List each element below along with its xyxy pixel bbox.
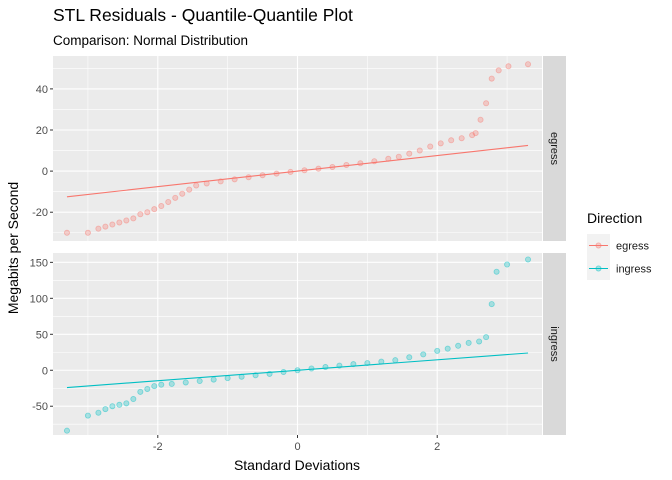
data-point xyxy=(444,345,451,352)
legend-entry-label: ingress xyxy=(616,264,652,276)
data-point xyxy=(151,206,158,213)
data-point xyxy=(434,347,441,354)
chart-title: STL Residuals - Quantile-Quantile Plot xyxy=(53,5,353,25)
y-tick-label: 40 xyxy=(36,84,48,96)
data-point xyxy=(437,140,444,147)
legend-key-point xyxy=(595,265,602,272)
y-tick-label: 50 xyxy=(36,329,48,341)
data-point xyxy=(448,137,455,144)
data-point xyxy=(116,401,123,408)
data-point xyxy=(95,225,102,232)
data-point xyxy=(102,223,109,230)
x-axis: -2 0 2 xyxy=(153,435,440,453)
data-point xyxy=(84,412,91,419)
data-point xyxy=(109,403,116,410)
data-point xyxy=(504,261,511,268)
data-point xyxy=(63,229,70,236)
panel-egress: -20 0 20 40 egress xyxy=(32,56,566,241)
y-tick-label: 20 xyxy=(36,125,48,137)
data-point xyxy=(476,338,483,345)
data-point xyxy=(395,153,402,160)
facet-strip xyxy=(543,253,566,435)
data-point xyxy=(144,385,151,392)
data-point xyxy=(123,217,130,224)
facet-strip xyxy=(543,56,566,241)
reference-line xyxy=(66,144,529,198)
data-point xyxy=(465,339,472,346)
data-point xyxy=(493,268,500,275)
data-point xyxy=(495,67,502,74)
data-point xyxy=(488,75,495,82)
legend-title: Direction xyxy=(587,210,642,226)
data-point xyxy=(130,215,137,222)
data-point xyxy=(63,427,70,434)
data-point xyxy=(280,369,287,376)
data-point xyxy=(392,357,399,364)
data-point xyxy=(427,143,434,150)
y-tick-label: 0 xyxy=(42,365,48,377)
data-point xyxy=(420,351,427,358)
data-point xyxy=(472,130,479,137)
data-point xyxy=(308,365,315,372)
data-point xyxy=(483,100,490,107)
panel-ingress: -50 0 50 100 150 ingress xyxy=(30,253,566,435)
data-point xyxy=(406,150,413,157)
reference-line xyxy=(66,352,529,389)
data-point xyxy=(196,378,203,385)
y-tick-label: 0 xyxy=(42,166,48,178)
x-tick-label: 2 xyxy=(434,441,440,453)
data-point xyxy=(158,203,165,210)
data-point xyxy=(102,406,109,413)
data-point xyxy=(165,198,172,205)
y-tick-label: 150 xyxy=(30,257,48,269)
data-point xyxy=(137,388,144,395)
data-point xyxy=(172,194,179,201)
y-tick-label: 100 xyxy=(30,293,48,305)
data-point xyxy=(525,61,532,68)
data-point xyxy=(95,409,102,416)
data-point xyxy=(477,116,484,123)
data-point xyxy=(224,375,231,382)
data-point xyxy=(483,334,490,341)
data-point xyxy=(406,354,413,361)
data-point xyxy=(84,229,91,236)
data-point xyxy=(182,379,189,386)
data-point xyxy=(364,360,371,367)
data-point xyxy=(416,147,423,154)
data-point xyxy=(186,186,193,193)
data-point xyxy=(505,63,512,70)
data-point xyxy=(144,209,151,216)
y-tick-label: -50 xyxy=(32,401,48,413)
facet-strip-label: ingress xyxy=(548,326,560,362)
data-point xyxy=(130,396,137,403)
legend-key-point xyxy=(595,242,602,249)
data-point xyxy=(525,256,532,263)
chart-subtitle: Comparison: Normal Distribution xyxy=(53,33,248,48)
data-point xyxy=(488,301,495,308)
data-point xyxy=(458,135,465,142)
legend-entry-label: egress xyxy=(616,241,650,253)
data-point xyxy=(137,211,144,218)
data-point xyxy=(116,219,123,226)
data-point xyxy=(151,383,158,390)
data-point xyxy=(469,132,476,139)
data-point xyxy=(109,221,116,228)
x-axis-label: Standard Deviations xyxy=(234,457,360,473)
data-point xyxy=(158,381,165,388)
data-point xyxy=(357,160,364,167)
x-tick-label: 0 xyxy=(294,441,300,453)
data-point xyxy=(179,190,186,197)
data-point xyxy=(168,380,175,387)
y-axis-label: Megabits per Second xyxy=(5,182,21,314)
data-point xyxy=(455,342,462,349)
facet-strip-label: egress xyxy=(548,132,560,166)
legend: Direction egress ingress xyxy=(587,210,652,280)
data-point xyxy=(210,376,217,383)
data-point xyxy=(123,400,130,407)
x-tick-label: -2 xyxy=(153,441,163,453)
data-point xyxy=(193,182,200,189)
y-tick-label: -20 xyxy=(32,207,48,219)
